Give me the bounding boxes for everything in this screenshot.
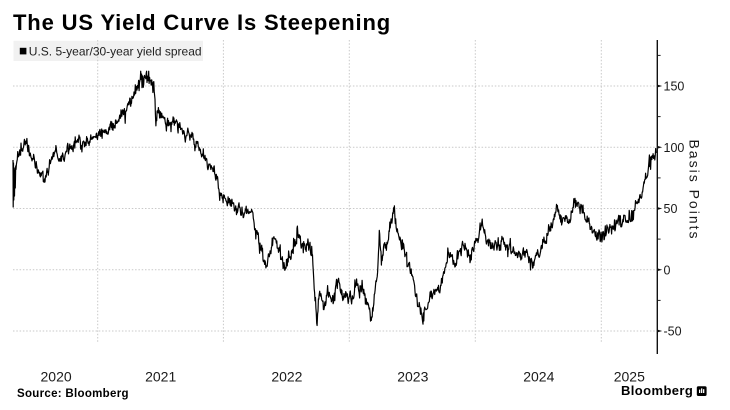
svg-text:Source: Bloomberg: Source: Bloomberg <box>17 388 129 400</box>
svg-text:50: 50 <box>664 202 678 216</box>
svg-text:0: 0 <box>664 263 671 277</box>
svg-text:Bloomberg: Bloomberg <box>621 383 693 398</box>
svg-text:2024: 2024 <box>523 368 554 384</box>
svg-text:2020: 2020 <box>41 368 72 384</box>
svg-text:2022: 2022 <box>271 368 302 384</box>
svg-text:2021: 2021 <box>145 368 176 384</box>
svg-text:150: 150 <box>664 80 685 94</box>
svg-text:U.S. 5-year/30-year yield spre: U.S. 5-year/30-year yield spread <box>29 45 202 59</box>
svg-text:-50: -50 <box>664 325 682 339</box>
svg-text:2025: 2025 <box>614 368 645 384</box>
svg-text:Basis Points: Basis Points <box>687 139 703 240</box>
svg-text:2023: 2023 <box>397 368 428 384</box>
svg-text:100: 100 <box>664 141 685 155</box>
